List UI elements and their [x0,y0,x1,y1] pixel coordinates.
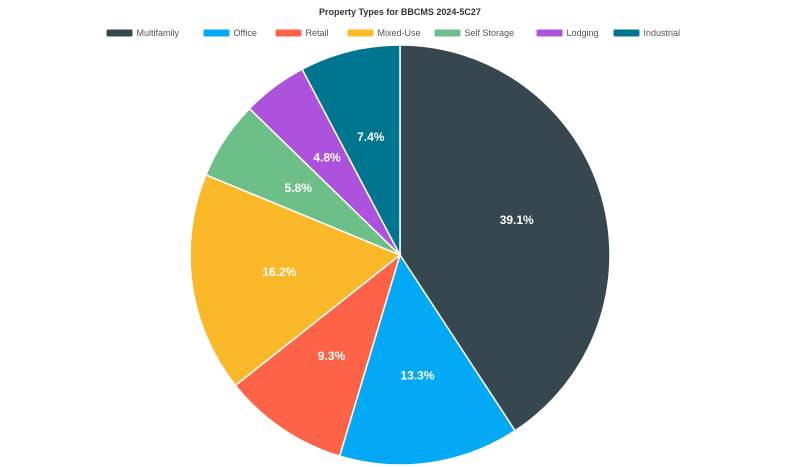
slice-label-self-storage: 5.8% [285,181,313,195]
legend-swatch-self-storage [434,29,461,37]
legend: Multifamily Office Retail Mixed-Use Self Sto… [106,28,681,38]
legend-item-self-storage[interactable]: Self Storage [434,28,515,38]
legend-label-office: Office [234,28,257,38]
slice-label-mixed-use: 16.2% [262,265,296,279]
slice-label-office: 13.3% [400,369,434,383]
legend-label-industrial: Industrial [644,28,681,38]
legend-swatch-lodging [536,29,563,37]
slice-label-lodging: 4.8% [313,150,341,164]
legend-swatch-industrial [613,29,640,37]
slice-label-industrial: 7.4% [357,130,385,144]
legend-item-retail[interactable]: Retail [275,28,329,38]
slice-label-multifamily: 39.1% [500,213,534,227]
legend-label-multifamily: Multifamily [137,28,180,38]
legend-swatch-office [203,29,230,37]
legend-item-multifamily[interactable]: Multifamily [106,28,180,38]
pie-slice-mixed-use[interactable] [189,173,402,387]
legend-swatch-multifamily [106,29,133,37]
pie-slice-office[interactable] [338,253,517,466]
chart-title: Property Types for BBCMS 2024-5C27 [319,7,481,17]
legend-label-lodging: Lodging [567,28,599,38]
slice-label-retail: 9.3% [318,349,346,363]
legend-item-mixed-use[interactable]: Mixed-Use [347,28,421,38]
legend-item-office[interactable]: Office [203,28,257,38]
legend-label-self-storage: Self Storage [465,28,515,38]
legend-label-mixed-use: Mixed-Use [378,28,421,38]
pie-slice-industrial[interactable] [301,44,401,256]
legend-swatch-mixed-use [347,29,374,37]
slice-labels: 39.1% 13.3% 9.3% 16.2% 5.8% 4.8% 7.4% [262,130,534,383]
legend-item-industrial[interactable]: Industrial [613,28,681,38]
pie-slices [189,44,611,466]
legend-item-lodging[interactable]: Lodging [536,28,599,38]
legend-label-retail: Retail [306,28,329,38]
legend-swatch-retail [275,29,302,37]
pie-slice-retail[interactable] [234,252,402,458]
